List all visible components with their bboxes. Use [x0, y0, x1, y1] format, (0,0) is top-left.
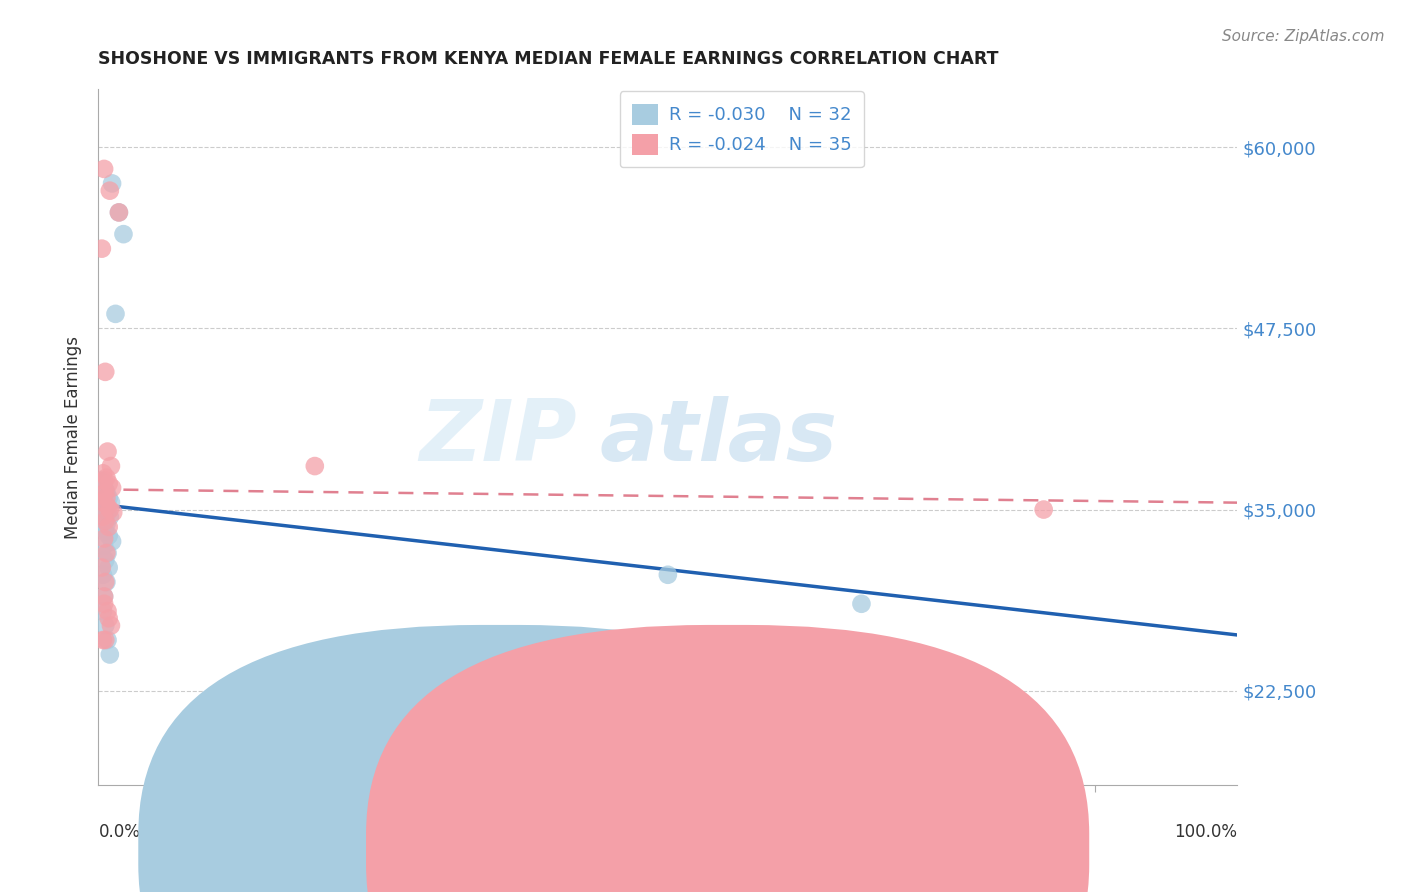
- Point: [94, 524, 117, 539]
- Point: [100, 618, 122, 632]
- Point: [98, 502, 121, 516]
- Point: [91, 500, 114, 514]
- Point: [91, 567, 114, 582]
- Point: [93, 481, 115, 495]
- Point: [94, 553, 117, 567]
- Point: [108, 205, 131, 219]
- Point: [93, 590, 115, 604]
- Text: SHOSHONE VS IMMIGRANTS FROM KENYA MEDIAN FEMALE EARNINGS CORRELATION CHART: SHOSHONE VS IMMIGRANTS FROM KENYA MEDIAN…: [98, 50, 998, 68]
- FancyBboxPatch shape: [138, 625, 862, 892]
- Point: [101, 534, 124, 549]
- Point: [96, 604, 118, 618]
- Point: [97, 560, 120, 574]
- Point: [96, 633, 118, 648]
- Point: [108, 205, 131, 219]
- FancyBboxPatch shape: [366, 625, 1090, 892]
- Point: [91, 467, 114, 481]
- Point: [91, 521, 114, 535]
- Point: [91, 633, 114, 648]
- Point: [91, 604, 114, 618]
- Point: [90, 560, 112, 574]
- Point: [96, 500, 118, 514]
- Text: 100.0%: 100.0%: [1174, 823, 1237, 841]
- Point: [98, 184, 121, 198]
- Point: [90, 474, 112, 488]
- Point: [93, 514, 115, 528]
- Point: [96, 470, 118, 484]
- Point: [851, 597, 873, 611]
- Point: [96, 485, 118, 500]
- Point: [90, 242, 112, 256]
- Point: [96, 491, 118, 505]
- Point: [98, 648, 121, 662]
- Point: [93, 539, 115, 553]
- Legend: R = -0.030    N = 32, R = -0.024    N = 35: R = -0.030 N = 32, R = -0.024 N = 35: [620, 91, 863, 168]
- Point: [94, 633, 117, 648]
- Text: atlas: atlas: [599, 395, 838, 479]
- Point: [103, 505, 125, 519]
- Point: [96, 574, 118, 589]
- Text: Immigrants from Kenya: Immigrants from Kenya: [762, 838, 957, 856]
- Point: [97, 520, 120, 534]
- Point: [93, 474, 115, 488]
- Point: [94, 514, 117, 528]
- Point: [96, 516, 118, 531]
- Point: [96, 444, 118, 458]
- Point: [93, 161, 115, 176]
- Point: [96, 546, 118, 560]
- Point: [93, 597, 115, 611]
- Point: [101, 177, 124, 191]
- Point: [94, 485, 117, 500]
- Point: [94, 574, 117, 589]
- Point: [94, 365, 117, 379]
- Point: [97, 528, 120, 542]
- Point: [97, 611, 120, 625]
- Text: Source: ZipAtlas.com: Source: ZipAtlas.com: [1222, 29, 1385, 44]
- Point: [94, 502, 117, 516]
- Point: [93, 532, 115, 546]
- Point: [96, 505, 118, 519]
- Y-axis label: Median Female Earnings: Median Female Earnings: [65, 335, 83, 539]
- Point: [1032, 502, 1054, 516]
- Text: 0.0%: 0.0%: [98, 823, 141, 841]
- Point: [100, 495, 122, 509]
- Point: [91, 509, 114, 524]
- Point: [657, 567, 679, 582]
- Point: [94, 618, 117, 632]
- Point: [104, 307, 127, 321]
- Point: [93, 495, 115, 509]
- Point: [96, 546, 118, 560]
- Point: [97, 476, 120, 491]
- Point: [93, 590, 115, 604]
- Point: [100, 458, 122, 473]
- Text: ZIP: ZIP: [419, 395, 576, 479]
- Point: [101, 481, 124, 495]
- Text: Shoshone: Shoshone: [533, 838, 614, 856]
- Point: [304, 458, 326, 473]
- Point: [91, 488, 114, 502]
- Point: [97, 491, 120, 505]
- Point: [112, 227, 135, 241]
- Point: [98, 509, 121, 524]
